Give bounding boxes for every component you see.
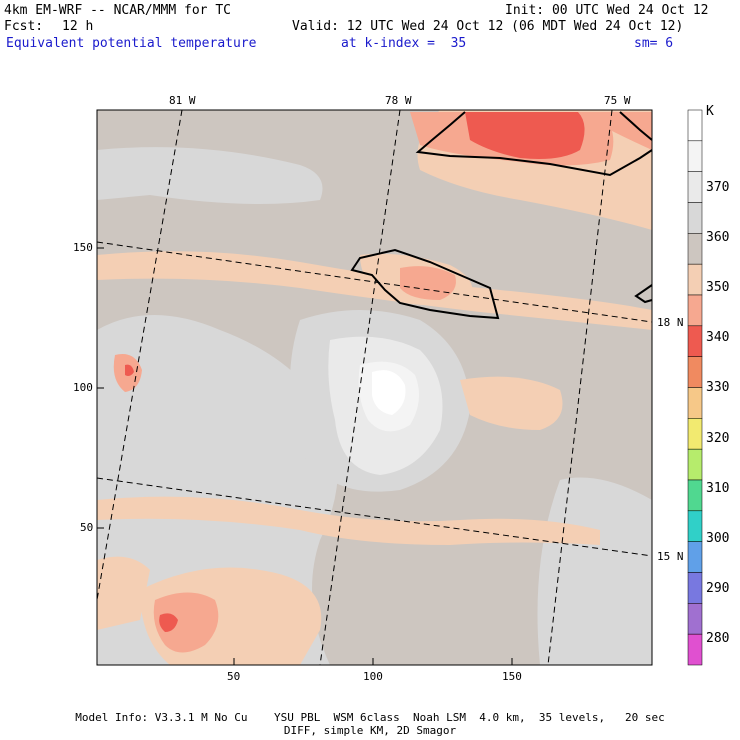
coastlines — [350, 111, 653, 320]
x-tick-50: 50 — [227, 670, 241, 683]
forecast-hour: 12 h — [62, 19, 94, 34]
model-title: 4km EM-WRF -- NCAR/MMM for TC — [4, 3, 231, 18]
x-tick-100: 100 — [363, 670, 383, 683]
colorbar-swatch — [687, 356, 703, 388]
level-info: at k-index = 35 — [341, 36, 467, 51]
y-tick-100: 100 — [73, 381, 93, 394]
colorbar-swatch — [687, 572, 703, 604]
colorbar-swatch — [687, 418, 703, 450]
colorbar-swatch — [687, 510, 703, 542]
lon-label-75w: 75 W — [604, 94, 631, 107]
colorbar-swatch — [687, 109, 703, 142]
colorbar-swatch — [687, 140, 703, 172]
colorbar-label-360: 360 — [706, 230, 730, 245]
colorbar-swatch — [687, 603, 703, 635]
colorbar-swatch — [687, 387, 703, 419]
colorbar-label-300: 300 — [706, 531, 730, 546]
colorbar-swatch — [687, 633, 703, 666]
colorbar-swatch — [687, 541, 703, 573]
init-time: Init: 00 UTC Wed 24 Oct 12 — [505, 3, 709, 18]
colorbar — [687, 109, 703, 666]
colorbar-swatch — [687, 263, 703, 296]
colorbar-swatch — [687, 448, 703, 481]
colorbar-unit: K — [706, 104, 714, 119]
colorbar-label-370: 370 — [706, 180, 730, 195]
model-info-line2: DIFF, simple KM, 2D Smagor — [283, 724, 457, 737]
model-info-line1: Model Info: V3.3.1 M No Cu YSU PBL WSM 6… — [75, 711, 665, 724]
y-tick-50: 50 — [80, 521, 94, 534]
colorbar-swatch — [687, 479, 703, 512]
smoothing-info: sm= 6 — [634, 36, 674, 51]
colorbar-label-350: 350 — [706, 280, 730, 295]
lon-label-78w: 78 W — [385, 94, 412, 107]
field-name: Equivalent potential temperature — [6, 36, 257, 51]
y-tick-150: 150 — [73, 241, 93, 254]
x-tick-150: 150 — [502, 670, 522, 683]
axis-ticks — [97, 247, 513, 665]
graticule — [96, 109, 653, 666]
colorbar-label-290: 290 — [706, 581, 730, 596]
valid-time: Valid: 12 UTC Wed 24 Oct 12 (06 MDT Wed … — [292, 19, 684, 34]
colorbar-label-340: 340 — [706, 330, 730, 345]
colorbar-label-280: 280 — [706, 631, 730, 646]
colorbar-swatch — [687, 171, 703, 203]
colorbar-label-330: 330 — [706, 380, 730, 395]
forecast-label: Fcst: — [4, 19, 44, 34]
colorbar-label-310: 310 — [706, 481, 730, 496]
lat-label-18n: 18 N — [657, 316, 684, 329]
colorbar-swatch — [687, 325, 703, 357]
colorbar-swatch — [687, 233, 703, 265]
colorbar-swatch — [687, 294, 703, 327]
colorbar-swatch — [687, 202, 703, 234]
lat-label-15n: 15 N — [657, 550, 684, 563]
colorbar-label-320: 320 — [706, 431, 730, 446]
theta-e-field — [97, 110, 652, 665]
lon-label-81w: 81 W — [169, 94, 196, 107]
